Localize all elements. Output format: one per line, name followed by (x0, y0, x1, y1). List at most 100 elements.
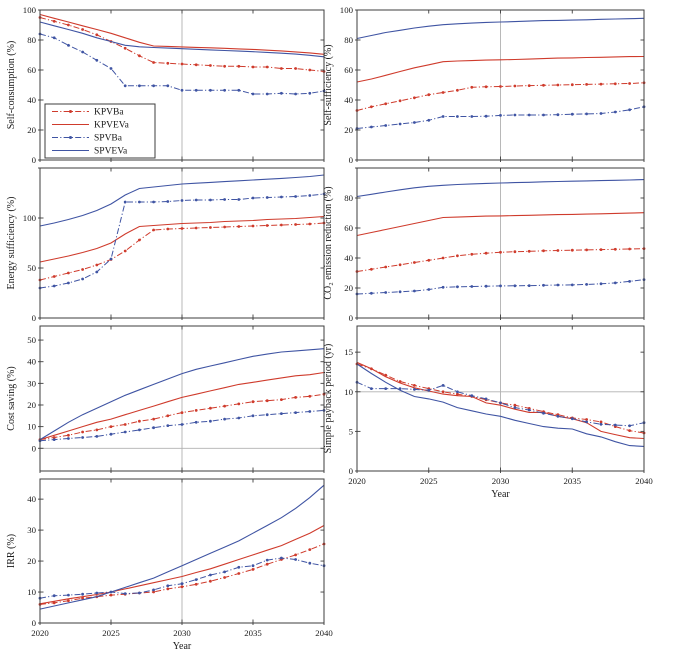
series-SPVBa-marker (456, 390, 459, 394)
series-SPVBa-marker (599, 282, 603, 286)
legend-box (44, 103, 156, 159)
series-KPVBa-marker (52, 601, 56, 605)
series-SPVBa-marker (237, 198, 241, 201)
legend-label-KPVEVa: KPVEVa (94, 121, 130, 131)
y-tick-label: 0 (32, 155, 37, 165)
series-SPVBa-marker (194, 578, 198, 581)
series-KPVBa-marker (542, 83, 545, 87)
series-SPVBa-marker (570, 112, 574, 116)
series-KPVBa-marker (81, 596, 84, 600)
x-tick-label: 2040 (635, 476, 653, 486)
series-KPVEVa-line (356, 55, 645, 83)
y-tick-label: 100 (23, 5, 37, 15)
series-SPVBa-marker (95, 435, 99, 438)
series-KPVBa-marker (209, 579, 212, 583)
series-KPVBa-marker (138, 238, 141, 242)
y-tick-label: 10 (344, 387, 353, 397)
series-KPVBa-marker (599, 82, 603, 86)
y-tick-label: 20 (27, 400, 36, 410)
series-KPVBa-marker (209, 64, 212, 67)
y-tick-label: 50 (27, 263, 36, 273)
series-KPVBa-marker (398, 99, 402, 103)
series-SPVBa-marker (384, 124, 388, 127)
series-SPVBa-marker (109, 432, 113, 436)
series-SPVBa-marker (67, 43, 70, 47)
series-KPVBa-marker (556, 249, 560, 252)
series-SPVBa-marker (52, 438, 56, 441)
series-SPVBa-marker (427, 388, 431, 392)
series-SPVBa-marker (209, 198, 212, 202)
x-tick-label: 2020 (31, 628, 49, 638)
series-KPVBa-marker (513, 250, 517, 254)
series-SPVBa-marker (370, 125, 373, 129)
series-SPVBa-marker (384, 387, 388, 390)
series-KPVBa-marker (613, 82, 617, 86)
series-SPVBa-marker (194, 420, 198, 424)
series-KPVBa-marker (52, 19, 56, 23)
series-KPVEVa-line (39, 13, 325, 55)
series-SPVEVa-line (39, 174, 325, 227)
series-KPVBa-marker (109, 593, 113, 597)
y-tick-label: 15 (344, 347, 353, 357)
series-SPVBa-marker (441, 115, 445, 118)
series-SPVBa-marker (398, 122, 402, 126)
x-tick-label: 2025 (102, 628, 120, 638)
series-KPVBa-marker (123, 46, 127, 50)
series-KPVBa-marker (180, 62, 184, 66)
series-SPVBa-marker (470, 394, 474, 398)
panel-energy-sufficiency: 0 50 100 Energy sufficiency (%) (6, 167, 326, 323)
y-axis-label: IRR (%) (6, 534, 17, 568)
series-KPVBa-marker (294, 223, 297, 226)
series-KPVBa-marker (308, 548, 312, 551)
series-KPVBa-line (356, 82, 645, 111)
series-SPVBa-marker (109, 257, 113, 261)
series-SPVBa-marker (67, 593, 70, 597)
y-tick-label: 20 (344, 125, 353, 135)
series-SPVBa-marker (194, 198, 198, 202)
series-KPVBa-marker (384, 265, 388, 269)
series-KPVBa-marker (194, 63, 198, 67)
series-SPVEVa-line (356, 179, 645, 198)
series-KPVBa-marker (223, 576, 227, 579)
y-tick-label: 30 (27, 525, 36, 535)
series-SPVBa-marker (628, 424, 631, 428)
y-tick-label: 100 (340, 5, 354, 15)
series-SPVBa-marker (123, 84, 127, 88)
series-SPVBa-marker (556, 283, 560, 287)
series-KPVBa-marker (251, 224, 255, 228)
series-SPVBa-marker (109, 67, 113, 70)
series-SPVBa-marker (527, 113, 531, 117)
series-SPVBa-marker (280, 195, 283, 199)
series-KPVBa-marker (370, 105, 373, 109)
series-SPVBa-marker (138, 200, 141, 204)
series-SPVBa-marker (52, 594, 56, 598)
series-SPVBa-marker (237, 88, 241, 92)
series-KPVBa-marker (81, 268, 84, 271)
series-SPVBa-marker (81, 592, 84, 596)
series-SPVBa-marker (81, 277, 84, 281)
series-SPVBa-marker (194, 88, 198, 92)
series-KPVBa-marker (152, 417, 156, 421)
series-SPVBa-marker (280, 556, 283, 560)
series-KPVBa-marker (570, 83, 574, 87)
series-SPVBa-marker (67, 281, 70, 285)
series-SPVBa-marker (209, 419, 212, 423)
series-SPVBa-marker (180, 582, 184, 586)
series-SPVBa-marker (152, 426, 156, 430)
series-KPVBa-marker (441, 390, 445, 394)
panel-cost-saving: 0 10 20 30 40 50 Cost saving (%) (6, 325, 326, 473)
series-SPVEVa-line (356, 17, 645, 40)
y-tick-label: 40 (27, 494, 36, 504)
series-KPVEVa-line (39, 525, 325, 605)
series-KPVBa-marker (194, 226, 198, 230)
series-SPVBa-marker (294, 195, 297, 198)
series-KPVBa-marker (441, 256, 445, 260)
series-KPVBa-marker (613, 247, 617, 251)
series-SPVBa-marker (413, 289, 416, 293)
series-KPVBa-marker (123, 249, 127, 253)
series-SPVBa-marker (556, 414, 560, 418)
series-SPVBa-marker (209, 573, 212, 577)
series-SPVBa-marker (52, 284, 56, 288)
x-tick-label: 2035 (244, 628, 262, 638)
y-tick-label: 0 (349, 313, 354, 323)
